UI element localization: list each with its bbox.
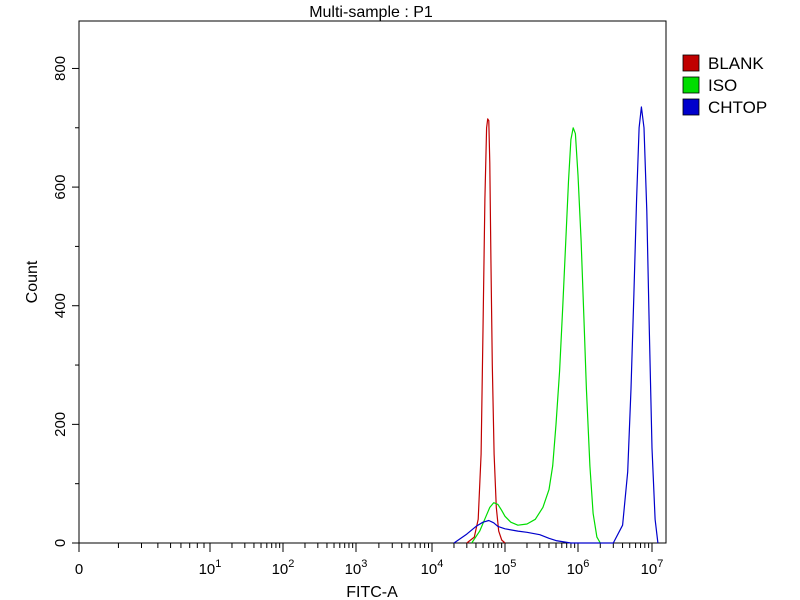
x-tick-label: 101 <box>199 558 222 578</box>
x-tick-label: 0 <box>75 561 83 578</box>
x-tick-label: 107 <box>641 558 664 578</box>
series-line-chtop <box>453 106 659 544</box>
legend-swatch-iso <box>682 76 700 94</box>
series-layer <box>453 106 659 544</box>
series-line-blank <box>466 118 506 544</box>
legend-swatch-chtop <box>682 98 700 116</box>
x-tick-label: 106 <box>567 558 590 578</box>
y-tick-label: 800 <box>52 56 69 81</box>
chart-title: Multi-sample : P1 <box>309 4 433 21</box>
legend-swatch-blank <box>682 54 700 72</box>
x-axis-title: FITC-A <box>346 584 398 600</box>
y-tick-label: 400 <box>52 293 69 318</box>
legend-label-chtop: CHTOP <box>708 98 767 117</box>
x-axis: 0 101 102 103 104 105 106 107 <box>75 543 664 578</box>
plot-area-frame <box>78 20 667 544</box>
series-line-iso <box>471 127 601 544</box>
y-tick-label: 200 <box>52 412 69 437</box>
legend-label-blank: BLANK <box>708 54 764 73</box>
x-tick-label: 104 <box>421 558 444 578</box>
legend: BLANK ISO CHTOP <box>682 54 767 117</box>
x-tick-label: 105 <box>494 558 517 578</box>
legend-label-iso: ISO <box>708 76 737 95</box>
x-tick-label: 102 <box>272 558 295 578</box>
y-tick-label: 0 <box>52 539 69 547</box>
y-axis: 0 200 400 600 800 <box>52 56 79 547</box>
x-tick-label: 103 <box>345 558 368 578</box>
y-tick-label: 600 <box>52 175 69 200</box>
y-axis-title: Count <box>24 260 41 303</box>
